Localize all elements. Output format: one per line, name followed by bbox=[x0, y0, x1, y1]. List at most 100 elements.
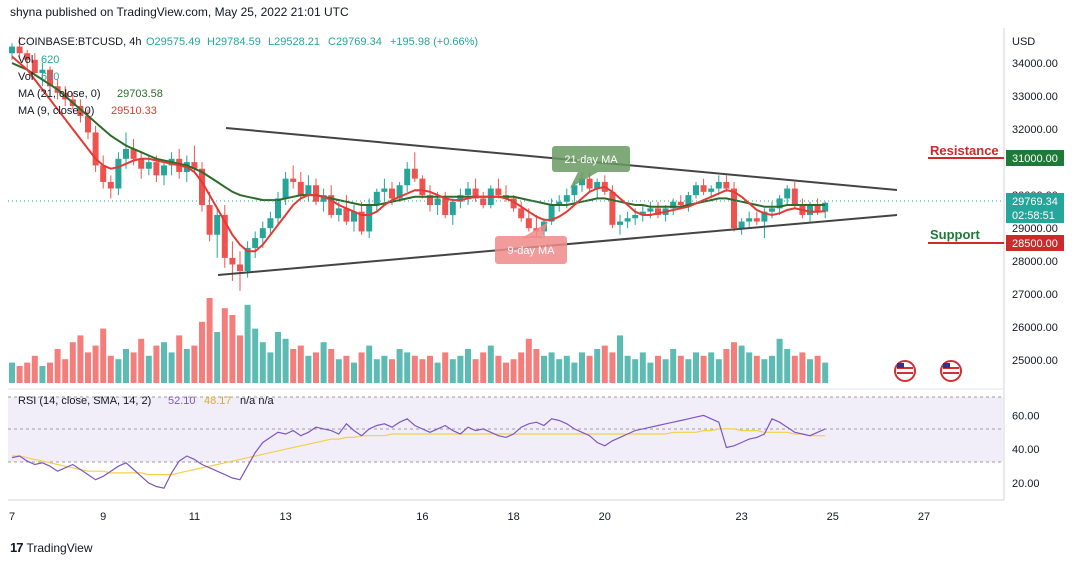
volume-bar bbox=[738, 345, 745, 383]
volume-bar bbox=[297, 345, 304, 383]
volume-bar bbox=[47, 362, 53, 383]
legend-close: C29769.34 bbox=[328, 36, 382, 48]
volume-bar bbox=[525, 338, 532, 383]
candle-body bbox=[480, 198, 487, 206]
volume-bar bbox=[138, 338, 145, 383]
candle-body bbox=[343, 208, 350, 222]
legend-ma21-label: MA (21, close, 0) bbox=[18, 88, 101, 100]
volume-bar bbox=[404, 352, 411, 383]
candle-body bbox=[9, 46, 15, 54]
candle-body bbox=[214, 214, 221, 235]
candle-body bbox=[556, 201, 563, 206]
volume-bar bbox=[145, 355, 152, 383]
volume-bar bbox=[396, 349, 403, 383]
candle-body bbox=[723, 181, 730, 189]
candle-body bbox=[495, 188, 502, 196]
volume-bar bbox=[351, 362, 357, 383]
candle-body bbox=[731, 188, 737, 229]
rsi-axis[interactable]: 60.00 40.00 20.00 bbox=[1012, 410, 1040, 490]
price-tick-label: 28000.00 bbox=[1012, 256, 1058, 268]
candle-body bbox=[237, 264, 243, 272]
volume-bar bbox=[655, 355, 661, 383]
volume-bar bbox=[275, 332, 281, 383]
volume-bar bbox=[62, 359, 69, 383]
candle-body bbox=[822, 202, 829, 212]
price-tick-label: 34000.00 bbox=[1012, 58, 1058, 70]
price-tick-label: 26000.00 bbox=[1012, 322, 1058, 334]
candle-body bbox=[153, 162, 160, 176]
volume-bar bbox=[776, 338, 783, 383]
candle-body bbox=[609, 191, 616, 225]
candle-body bbox=[130, 148, 137, 159]
candle-body bbox=[305, 185, 312, 196]
candle-body bbox=[594, 181, 601, 189]
price-tick-label: 32000.00 bbox=[1012, 124, 1058, 136]
volume-bar bbox=[548, 352, 555, 383]
volume-bar bbox=[814, 355, 821, 383]
candle-body bbox=[677, 201, 684, 206]
volume-bar bbox=[419, 359, 426, 383]
candle-body bbox=[290, 178, 297, 182]
candle-body bbox=[244, 247, 251, 272]
volume-bar bbox=[305, 355, 312, 383]
volume-bar bbox=[335, 359, 342, 383]
volume-bar bbox=[465, 349, 471, 383]
candle-body bbox=[47, 69, 53, 87]
candle-body bbox=[708, 188, 715, 192]
volume-bar bbox=[784, 349, 791, 383]
legend-symbol: COINBASE:BTCUSD, 4h bbox=[18, 36, 141, 48]
legend-vol2-value: 620 bbox=[41, 71, 59, 83]
volume-bar bbox=[39, 366, 46, 383]
volume-bar bbox=[503, 362, 509, 383]
volume-bar bbox=[427, 355, 433, 383]
candle-body bbox=[328, 195, 335, 215]
candle-body bbox=[761, 211, 768, 222]
volume-bar bbox=[229, 315, 236, 383]
volume-bar bbox=[168, 352, 175, 383]
volume-bar bbox=[518, 352, 525, 383]
current-price-value: 29769.34 bbox=[1012, 196, 1058, 208]
volume-bar bbox=[708, 352, 715, 383]
volume-bar bbox=[579, 352, 585, 383]
candle-body bbox=[191, 162, 198, 169]
time-tick-label: 7 bbox=[9, 511, 15, 523]
volume-bar bbox=[457, 355, 464, 383]
legend-change: +195.98 (+0.66%) bbox=[390, 36, 478, 48]
volume-bar bbox=[601, 345, 608, 383]
volume-bar bbox=[487, 345, 494, 383]
time-axis[interactable]: 7 9 11 13 16 18 20 23 25 27 bbox=[9, 511, 930, 523]
current-price-tag bbox=[1006, 193, 1064, 223]
volume-bar bbox=[153, 345, 160, 383]
candles bbox=[9, 36, 829, 291]
tradingview-logo-icon: 17 bbox=[10, 540, 24, 555]
us-flag-icon[interactable] bbox=[894, 360, 916, 382]
candle-body bbox=[571, 185, 578, 196]
volume-bar bbox=[594, 349, 601, 383]
footer-logo[interactable]: 17 TradingView bbox=[10, 540, 93, 555]
volume-bar bbox=[700, 355, 707, 383]
candle-body bbox=[746, 218, 753, 222]
rsi-tick-label: 60.00 bbox=[1012, 410, 1040, 422]
candle-body bbox=[206, 205, 213, 235]
candle-body bbox=[145, 162, 152, 169]
candle-body bbox=[229, 257, 236, 265]
volume-bar bbox=[791, 355, 798, 383]
volume-bar bbox=[662, 359, 669, 383]
candle-body bbox=[199, 168, 205, 206]
volume-bar bbox=[647, 362, 654, 383]
candle-body bbox=[807, 205, 813, 215]
volume-bar bbox=[746, 352, 753, 383]
us-flag-icon[interactable] bbox=[940, 360, 962, 382]
time-tick-label: 23 bbox=[735, 511, 747, 523]
volume-bar bbox=[769, 355, 775, 383]
volume-bar bbox=[313, 352, 319, 383]
volume-bar bbox=[176, 335, 183, 383]
volume-bar bbox=[639, 352, 646, 383]
volume-bar bbox=[24, 362, 31, 383]
legend: COINBASE:BTCUSD, 4h O29575.49 H29784.59 … bbox=[18, 36, 478, 407]
volume-bar bbox=[632, 359, 639, 383]
rsi-tick-label: 20.00 bbox=[1012, 478, 1040, 490]
legend-open: O29575.49 bbox=[146, 36, 200, 48]
rsi-tick-label: 40.00 bbox=[1012, 444, 1040, 456]
